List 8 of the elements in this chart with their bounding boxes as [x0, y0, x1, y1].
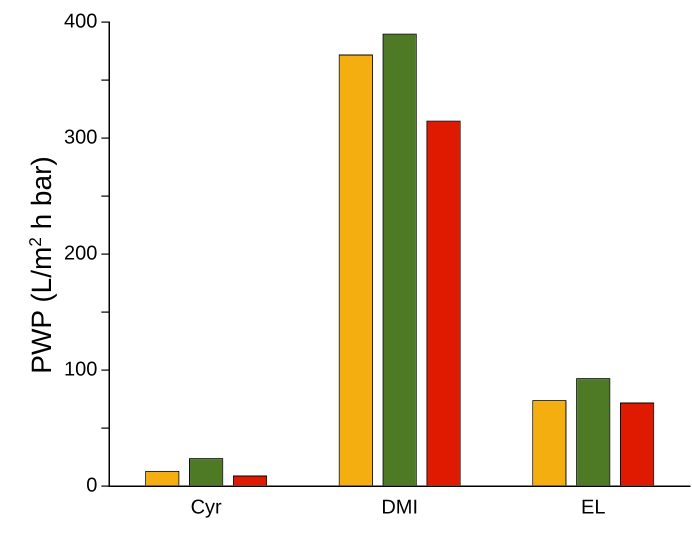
y-tick-label: 100	[64, 358, 98, 381]
y-tick-label: 200	[64, 242, 98, 265]
y-tick-label: 300	[64, 126, 98, 149]
x-tick-label: DMI	[381, 496, 418, 519]
x-tick-label: EL	[580, 496, 606, 519]
x-tick-label: Cyr	[190, 496, 222, 519]
y-tick-label: 0	[86, 474, 98, 497]
y-tick-label: 400	[64, 10, 98, 33]
